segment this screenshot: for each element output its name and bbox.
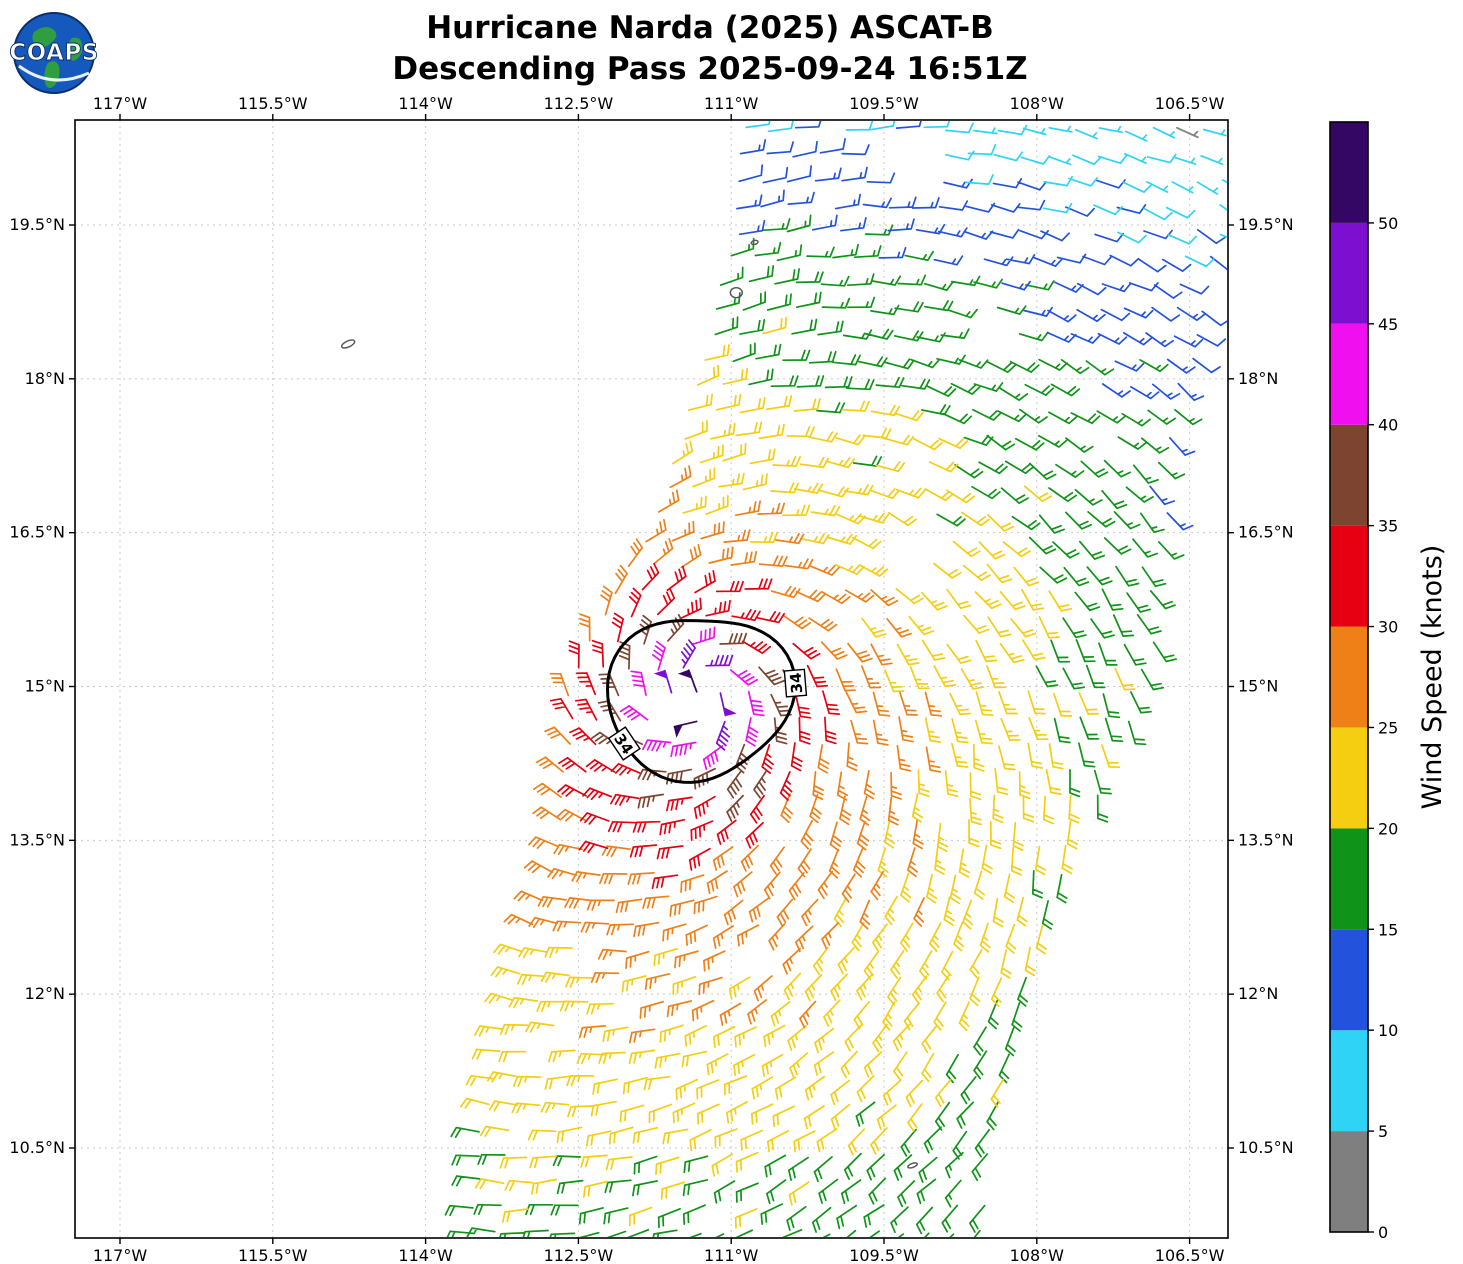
x-tick-label-bottom: 106.5°W bbox=[1155, 1246, 1225, 1264]
wind-barb-set bbox=[736, 121, 1227, 531]
wind-barb-set bbox=[663, 639, 734, 751]
y-tick-label-left: 18°N bbox=[25, 369, 65, 388]
axes: 117°W 117°W 115.5°W 115.5°W 114°W 114°W 112.5°… bbox=[9, 94, 1293, 1264]
contour-label-34: 34 bbox=[783, 668, 808, 698]
x-tick-label-top: 109.5°W bbox=[849, 94, 919, 113]
plot-border bbox=[74, 119, 1229, 1239]
colorbar-tick-label: 40 bbox=[1378, 416, 1398, 435]
y-tick-label-right: 13.5°N bbox=[1238, 830, 1294, 849]
coaps-logo-text: COAPS bbox=[9, 40, 99, 66]
colorbar-tick-label: 30 bbox=[1378, 618, 1398, 637]
colorbar-tick-label: 0 bbox=[1378, 1223, 1388, 1242]
logo-swoosh bbox=[18, 64, 90, 82]
colorbar-bin bbox=[1330, 1030, 1368, 1132]
contour-label-34: 34 bbox=[607, 726, 641, 761]
x-tick-label-bottom: 109.5°W bbox=[849, 1246, 919, 1264]
y-tick-label-left: 16.5°N bbox=[9, 523, 65, 542]
x-tick-label-bottom: 112.5°W bbox=[544, 1246, 614, 1264]
stray-contour-artifact bbox=[340, 339, 356, 349]
y-tick-label-right: 10.5°N bbox=[1238, 1138, 1294, 1157]
stray-contour-artifact bbox=[729, 286, 743, 299]
y-tick-label-right: 18°N bbox=[1238, 369, 1278, 388]
x-tick-label-top: 112.5°W bbox=[544, 94, 614, 113]
stray-contour-artifact bbox=[750, 239, 759, 246]
plot-title-line2: Descending Pass 2025-09-24 16:51Z bbox=[392, 50, 1028, 87]
wind-barb-pennants bbox=[673, 669, 693, 738]
colorbar-bin bbox=[1330, 1131, 1368, 1232]
x-tick-label-top: 106.5°W bbox=[1155, 94, 1225, 113]
colorbar-tick-label: 10 bbox=[1378, 1021, 1398, 1040]
colorbar-axis-label: Wind Speed (knots) bbox=[1417, 545, 1448, 810]
y-tick-label-left: 15°N bbox=[25, 677, 65, 696]
wind-barb-set bbox=[673, 669, 698, 728]
stray-contour-artifact bbox=[907, 1162, 918, 1169]
y-tick-label-left: 19.5°N bbox=[9, 215, 65, 234]
wind-barb-pennants bbox=[653, 669, 737, 717]
wind-barbs bbox=[444, 121, 1227, 1237]
colorbar-bin bbox=[1330, 122, 1368, 223]
y-tick-label-left: 12°N bbox=[25, 984, 65, 1003]
coaps-logo: COAPS bbox=[9, 12, 99, 94]
y-tick-label-left: 13.5°N bbox=[9, 830, 65, 849]
colorbar-bin bbox=[1330, 424, 1368, 526]
colorbar-bin bbox=[1330, 525, 1368, 627]
colorbar-tick-label: 45 bbox=[1378, 315, 1398, 334]
x-tick-label-bottom: 114°W bbox=[398, 1246, 453, 1264]
colorbar-tick-label: 15 bbox=[1378, 920, 1398, 939]
contour-label-box bbox=[607, 726, 641, 761]
colorbar-bin bbox=[1330, 323, 1368, 425]
wind-barb-set bbox=[460, 316, 1136, 1229]
colorbar: 0 5 10 15 20 25 30 35 40 45 50 bbox=[1329, 121, 1398, 1242]
y-tick-label-right: 12°N bbox=[1238, 984, 1278, 1003]
colorbar-tick-label: 20 bbox=[1378, 819, 1398, 838]
wind-barb-set bbox=[444, 214, 1203, 1237]
colorbar-tick-label: 25 bbox=[1378, 718, 1398, 737]
x-tick-label-top: 115.5°W bbox=[238, 94, 308, 113]
colorbar-bin bbox=[1330, 626, 1368, 728]
y-tick-label-right: 16.5°N bbox=[1238, 523, 1294, 542]
plot-title: Hurricane Narda (2025) ASCAT-B Descendin… bbox=[0, 8, 1420, 90]
contour-line-34kt bbox=[606, 619, 797, 784]
plot-title-line1: Hurricane Narda (2025) ASCAT-B bbox=[426, 10, 994, 46]
contour-label-box bbox=[783, 668, 808, 698]
x-tick-label-bottom: 115.5°W bbox=[238, 1246, 308, 1264]
y-tick-label-right: 19.5°N bbox=[1238, 215, 1294, 234]
colorbar-bin bbox=[1330, 828, 1368, 930]
x-tick-label-top: 117°W bbox=[93, 94, 148, 113]
contour-label-text: 34 bbox=[787, 672, 807, 694]
wind-barb-set bbox=[619, 626, 765, 770]
x-tick-label-bottom: 108°W bbox=[1010, 1246, 1065, 1264]
colorbar-border bbox=[1329, 121, 1369, 1233]
wind-barb-set bbox=[745, 121, 1227, 268]
colorbar-tick-label: 35 bbox=[1378, 517, 1398, 536]
colorbar-bin bbox=[1330, 929, 1368, 1031]
logo-land-north bbox=[32, 26, 57, 48]
colorbar-tick-label: 50 bbox=[1378, 214, 1398, 233]
x-tick-label-top: 114°W bbox=[398, 94, 453, 113]
grid-lines bbox=[75, 120, 1228, 1238]
x-tick-label-top: 108°W bbox=[1010, 94, 1065, 113]
x-tick-label-top: 111°W bbox=[704, 94, 759, 113]
colorbar-tick-label: 5 bbox=[1378, 1122, 1388, 1141]
colorbar-bin bbox=[1330, 222, 1368, 324]
x-tick-label-bottom: 111°W bbox=[704, 1246, 759, 1264]
y-tick-label-left: 10.5°N bbox=[9, 1138, 65, 1157]
y-tick-label-right: 15°N bbox=[1238, 677, 1278, 696]
colorbar-bin bbox=[1330, 727, 1368, 829]
wind-barb-set bbox=[1176, 126, 1199, 139]
wind-barb-set bbox=[503, 465, 943, 1044]
logo-land-east bbox=[67, 37, 83, 61]
x-tick-label-bottom: 117°W bbox=[93, 1246, 148, 1264]
wind-barb-set bbox=[549, 562, 841, 890]
